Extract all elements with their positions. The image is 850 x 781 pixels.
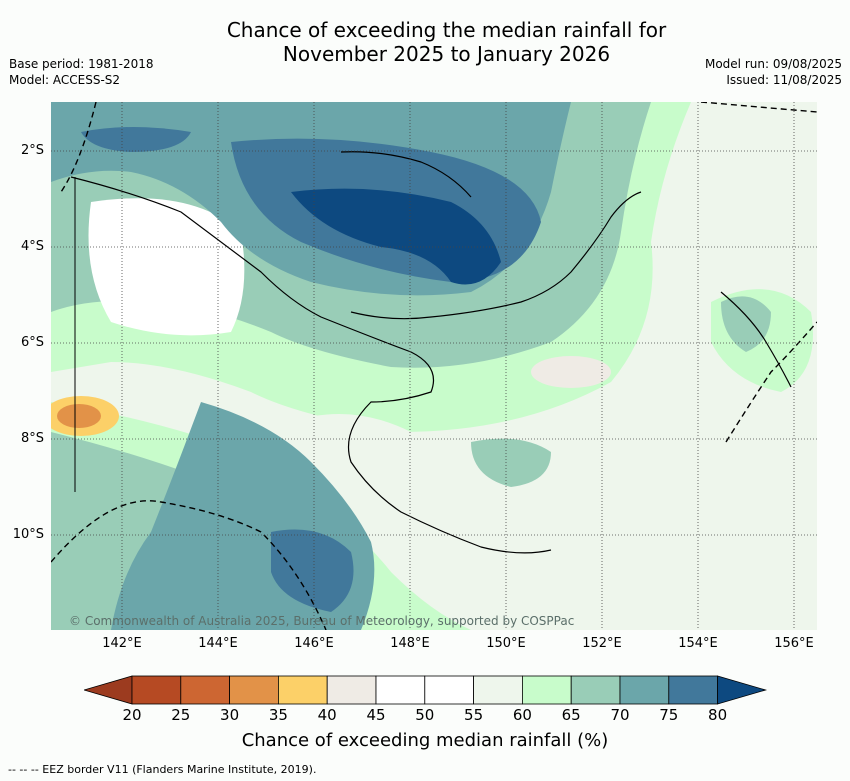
eez-line-east [725,321,817,443]
colorbar-tick-label: 40 [317,706,337,724]
band-45-55-highlands [88,198,245,336]
coastline-new-britain [350,191,642,320]
colorbar-cell [619,675,670,705]
colorbar-tick-label: 25 [171,706,191,724]
colorbar-cell [570,675,621,705]
meta-right: Model run: 09/08/2025 Issued: 11/08/2025 [705,56,842,88]
band-30-35 [57,404,101,428]
colorbar-extend-low [84,675,133,705]
colorbar-tick-label: 55 [464,706,484,724]
lon-label-152e: 152°E [582,636,622,651]
lon-label-148e: 148°E [390,636,430,651]
colorbar-cell [521,675,572,705]
colorbar-cell [326,675,377,705]
colorbar-tick-label: 80 [708,706,728,724]
band-above-80 [291,188,501,285]
lon-label-156e: 156°E [774,636,814,651]
colorbar-tick-label: 50 [415,706,435,724]
lon-label-150e: 150°E [486,636,526,651]
colorbar-tick-label: 60 [512,706,532,724]
title-line-2: November 2025 to January 2026 [282,42,611,66]
rainfall-map [51,102,817,630]
colorbar-cells [84,675,768,705]
base-period: Base period: 1981-2018 [9,57,154,71]
colorbar-cell [277,675,328,705]
lon-label-154e: 154°E [678,636,718,651]
colorbar-tick-label: 65 [561,706,581,724]
band-65-70-mid [471,438,551,487]
colorbar-tick-label: 45 [366,706,386,724]
lon-label-146e: 146°E [294,636,334,651]
colorbar-tick-label: 75 [659,706,679,724]
colorbar-cell [229,675,279,705]
lon-label-142e: 142°E [102,636,142,651]
issued-date: Issued: 11/08/2025 [726,73,842,87]
lat-label-4s: 4°S [20,239,44,254]
coastline-bougainville [720,291,792,388]
colorbar-cell [473,675,523,705]
band-75-80-south [271,529,354,612]
lat-label-2s: 2°S [20,143,44,158]
lat-label-8s: 8°S [20,431,44,446]
colorbar-extend-high [717,675,768,705]
title-line-1: Chance of exceeding the median rainfall … [226,18,667,42]
band-65-70-east [721,296,771,352]
copyright-note: © Commonwealth of Australia 2025, Bureau… [69,614,575,628]
colorbar-cell [668,675,718,705]
colorbar-label: Chance of exceeding median rainfall (%) [241,730,609,751]
colorbar-cell [424,675,474,705]
lat-label-6s: 6°S [20,335,44,350]
model-name: Model: ACCESS-S2 [9,73,121,87]
colorbar-tick-label: 30 [220,706,240,724]
eez-legend-note: -- -- -- EEZ border V11 (Flanders Marine… [8,763,317,776]
colorbar-cell [375,675,426,705]
eez-line-south [51,500,327,630]
lon-label-144e: 144°E [198,636,238,651]
coastline-new-ireland [340,151,472,198]
band-40-45-east [531,356,611,388]
eez-line-nw [60,102,97,193]
band-75-80-west [81,127,191,152]
map-panel [51,102,817,630]
colorbar-cell [131,675,182,705]
colorbar-tick-label: 35 [268,706,288,724]
graticule [51,102,817,630]
colorbar-tick-label: 70 [610,706,630,724]
colorbar-cell [180,675,231,705]
coastline-mainland [70,176,552,554]
lat-label-10s: 10°S [12,527,44,542]
colorbar-tick-label: 20 [122,706,142,724]
model-run: Model run: 09/08/2025 [704,57,842,71]
colorbar [84,675,768,705]
map-title: Chance of exceeding the median rainfall … [0,18,850,66]
meta-left: Base period: 1981-2018 Model: ACCESS-S2 [9,56,154,88]
